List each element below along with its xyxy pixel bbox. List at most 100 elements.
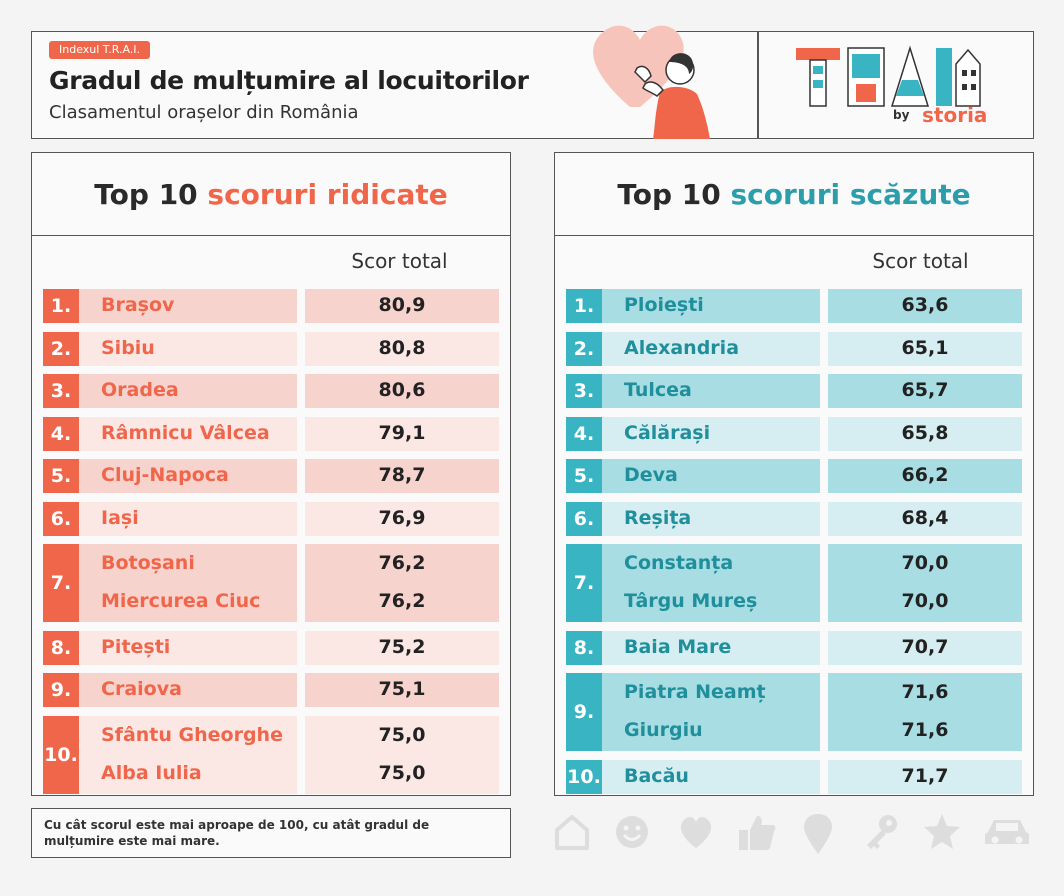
score-cell: 65,7 xyxy=(828,374,1022,408)
score-cell: 76,2 76,2 xyxy=(305,544,499,622)
city-cell: Pitești xyxy=(79,630,297,665)
smiley-icon xyxy=(616,816,648,848)
city-cell: Constanța Târgu Mureș xyxy=(602,544,820,622)
score-value: 75,0 xyxy=(378,761,426,784)
home-icon xyxy=(555,815,589,850)
city-name: Târgu Mureș xyxy=(624,590,758,612)
city-cell: Sibiu xyxy=(79,331,297,366)
city-name: Alba Iulia xyxy=(101,761,202,784)
score-value: 70,7 xyxy=(901,635,949,658)
score-cell: 70,7 xyxy=(828,630,1022,665)
city-name: Constanța xyxy=(624,552,734,574)
score-value: 76,9 xyxy=(378,506,426,529)
score-value: 75,1 xyxy=(378,678,426,700)
person-holding-heart-illustration xyxy=(593,25,710,139)
city-name: Brașov xyxy=(101,294,175,316)
top-low-scores-panel: Top 10 scoruri scăzute Scor total 1. Ploi… xyxy=(554,152,1034,796)
low-title-accent: scoruri scăzute xyxy=(730,178,971,211)
score-cell: 70,0 70,0 xyxy=(828,544,1022,622)
city-name: Bacău xyxy=(624,764,689,787)
city-cell: Cluj-Napoca xyxy=(79,459,297,493)
city-cell: Alexandria xyxy=(602,331,820,366)
city-name: Baia Mare xyxy=(624,635,732,658)
rank-number: 7. xyxy=(566,544,602,622)
score-value: 78,7 xyxy=(378,464,426,486)
map-pin-icon xyxy=(804,814,832,854)
footnote: Cu cât scorul este mai aproape de 100, c… xyxy=(31,808,511,858)
rank-number: 9. xyxy=(566,673,602,751)
rank-number: 9. xyxy=(43,673,79,707)
ranking-row: 2. Alexandria 65,1 xyxy=(566,331,1022,366)
ranking-row: 9. Piatra Neamț Giurgiu 71,6 71,6 xyxy=(566,673,1022,751)
rank-number: 7. xyxy=(43,544,79,622)
rank-number: 6. xyxy=(566,501,602,536)
score-value: 70,0 xyxy=(901,552,949,574)
city-name: Craiova xyxy=(101,678,182,700)
score-cell: 80,6 xyxy=(305,374,499,408)
score-cell: 80,9 xyxy=(305,289,499,323)
city-cell: Baia Mare xyxy=(602,630,820,665)
score-value: 80,9 xyxy=(378,294,426,316)
rank-number: 5. xyxy=(566,459,602,493)
score-value: 68,4 xyxy=(901,506,949,529)
rank-number: 2. xyxy=(43,331,79,366)
city-name: Cluj-Napoca xyxy=(101,464,229,486)
rank-number: 3. xyxy=(43,374,79,408)
page-title: Gradul de mulțumire al locuitorilor xyxy=(49,66,529,95)
ranking-row: 8. Pitești 75,2 xyxy=(43,630,499,665)
city-cell: Piatra Neamț Giurgiu xyxy=(602,673,820,751)
logo-by-text: by xyxy=(893,108,910,122)
score-cell: 79,1 xyxy=(305,416,499,451)
ranking-row: 7. Botoșani Miercurea Ciuc 76,2 76,2 xyxy=(43,544,499,622)
score-cell: 75,1 xyxy=(305,673,499,707)
ranking-row: 8. Baia Mare 70,7 xyxy=(566,630,1022,665)
score-cell: 80,8 xyxy=(305,331,499,366)
score-cell: 63,6 xyxy=(828,289,1022,323)
low-score-header: Scor total xyxy=(872,249,969,273)
score-value: 66,2 xyxy=(901,464,949,486)
score-value: 70,0 xyxy=(901,590,949,612)
ranking-row: 3. Tulcea 65,7 xyxy=(566,374,1022,408)
ranking-row: 7. Constanța Târgu Mureș 70,0 70,0 xyxy=(566,544,1022,622)
ranking-row: 5. Deva 66,2 xyxy=(566,459,1022,493)
rank-number: 5. xyxy=(43,459,79,493)
score-cell: 65,8 xyxy=(828,416,1022,451)
ranking-row: 3. Oradea 80,6 xyxy=(43,374,499,408)
city-name: Botoșani xyxy=(101,552,195,574)
rank-number: 3. xyxy=(566,374,602,408)
ranking-row: 9. Craiova 75,1 xyxy=(43,673,499,707)
thumbs-up-icon xyxy=(739,816,776,850)
ranking-row: 5. Cluj-Napoca 78,7 xyxy=(43,459,499,493)
score-cell: 78,7 xyxy=(305,459,499,493)
category-icons xyxy=(554,812,1034,862)
ranking-row: 1. Ploiești 63,6 xyxy=(566,289,1022,323)
city-cell: Brașov xyxy=(79,289,297,323)
city-name: Giurgiu xyxy=(624,719,703,741)
city-name: Miercurea Ciuc xyxy=(101,590,261,612)
score-value: 75,2 xyxy=(378,635,426,658)
rank-number: 1. xyxy=(43,289,79,323)
city-cell: Reșița xyxy=(602,501,820,536)
score-value: 80,6 xyxy=(378,379,426,401)
score-value: 80,8 xyxy=(378,336,426,359)
score-value: 71,6 xyxy=(901,719,949,741)
page-subtitle: Clasamentul orașelor din România xyxy=(49,102,359,123)
score-value: 71,6 xyxy=(901,681,949,703)
rank-number: 8. xyxy=(43,630,79,665)
city-name: Tulcea xyxy=(624,379,692,401)
score-value: 65,8 xyxy=(901,421,949,444)
rank-number: 4. xyxy=(566,416,602,451)
score-cell: 76,9 xyxy=(305,501,499,536)
rank-number: 1. xyxy=(566,289,602,323)
score-value: 76,2 xyxy=(378,552,426,574)
city-name: Râmnicu Vâlcea xyxy=(101,421,270,444)
score-cell: 71,7 xyxy=(828,759,1022,794)
city-cell: Bacău xyxy=(602,759,820,794)
city-cell: Râmnicu Vâlcea xyxy=(79,416,297,451)
city-cell: Ploiești xyxy=(602,289,820,323)
ranking-row: 1. Brașov 80,9 xyxy=(43,289,499,323)
city-cell: Tulcea xyxy=(602,374,820,408)
city-cell: Călărași xyxy=(602,416,820,451)
logo-storia-text: storia xyxy=(922,103,988,127)
city-name: Iași xyxy=(101,506,139,529)
